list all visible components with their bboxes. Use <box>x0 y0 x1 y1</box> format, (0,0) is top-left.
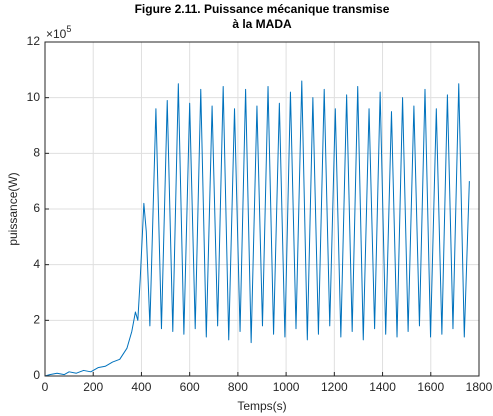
x-tick-label: 200 <box>83 380 103 394</box>
y-tick-label: 4 <box>33 257 40 271</box>
x-tick-label: 1400 <box>369 380 396 394</box>
y-exponent-power: 5 <box>66 24 71 34</box>
x-axis-label: Temps(s) <box>237 399 286 413</box>
y-exponent: ×105 <box>46 24 71 41</box>
x-tick-label: 600 <box>180 380 200 394</box>
y-tick-label: 12 <box>27 34 41 48</box>
y-tick-label: 6 <box>33 201 40 215</box>
y-exponent-base: ×10 <box>46 27 67 41</box>
x-tick-label: 1200 <box>321 380 348 394</box>
y-tick-label: 8 <box>33 146 40 160</box>
x-tick-label: 1800 <box>466 380 493 394</box>
y-tick-label: 10 <box>27 90 41 104</box>
x-tick-label: 0 <box>42 380 49 394</box>
data-line <box>44 80 470 377</box>
x-tick-label: 1600 <box>417 380 444 394</box>
plot-frame <box>44 41 480 377</box>
y-tick-label: 0 <box>33 368 40 382</box>
chart-title: à la MADA <box>232 17 292 31</box>
x-tick-label: 1000 <box>273 380 300 394</box>
x-tick-label: 400 <box>131 380 151 394</box>
y-tick-label: 2 <box>33 313 40 327</box>
chart-title: Figure 2.11. Puissance mécanique transmi… <box>135 2 390 16</box>
y-axis-label: puissance(W) <box>6 172 20 245</box>
x-tick-label: 800 <box>228 380 248 394</box>
